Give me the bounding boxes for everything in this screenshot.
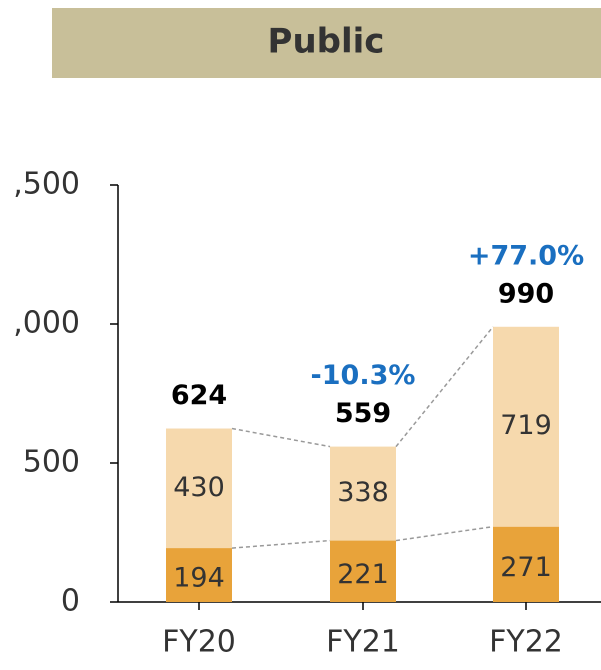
x-tick-label: FY22 bbox=[489, 625, 563, 660]
title-banner bbox=[52, 8, 601, 78]
y-tick-label: 500 bbox=[23, 445, 80, 480]
growth-label: -10.3% bbox=[311, 360, 416, 391]
segment-label: 194 bbox=[173, 563, 225, 594]
bar-segment bbox=[493, 326, 559, 527]
segment-label: 430 bbox=[173, 472, 225, 503]
x-tick-label: FY20 bbox=[162, 625, 236, 660]
bar-segment bbox=[166, 428, 232, 549]
bar-segment bbox=[493, 526, 559, 602]
bar-segment bbox=[166, 548, 232, 602]
connector bbox=[395, 326, 494, 448]
total-label: 624 bbox=[171, 380, 227, 411]
growth-label: +77.0% bbox=[468, 240, 584, 271]
total-label: 559 bbox=[335, 398, 391, 429]
total-label: 990 bbox=[498, 278, 554, 309]
segment-label: 221 bbox=[337, 559, 389, 590]
bar-segment bbox=[330, 540, 396, 602]
segment-label: 719 bbox=[500, 410, 552, 441]
y-tick-label: ,000 bbox=[13, 306, 80, 341]
segment-label: 338 bbox=[337, 477, 389, 508]
y-tick-label: ,500 bbox=[13, 167, 80, 202]
connector bbox=[395, 525, 494, 542]
bar-segment bbox=[330, 446, 396, 541]
connector bbox=[231, 539, 331, 549]
x-tick-label: FY21 bbox=[326, 625, 400, 660]
connector bbox=[231, 427, 331, 448]
segment-label: 271 bbox=[500, 552, 552, 583]
y-tick-label: 0 bbox=[61, 584, 80, 619]
chart-title: Public bbox=[268, 22, 385, 62]
